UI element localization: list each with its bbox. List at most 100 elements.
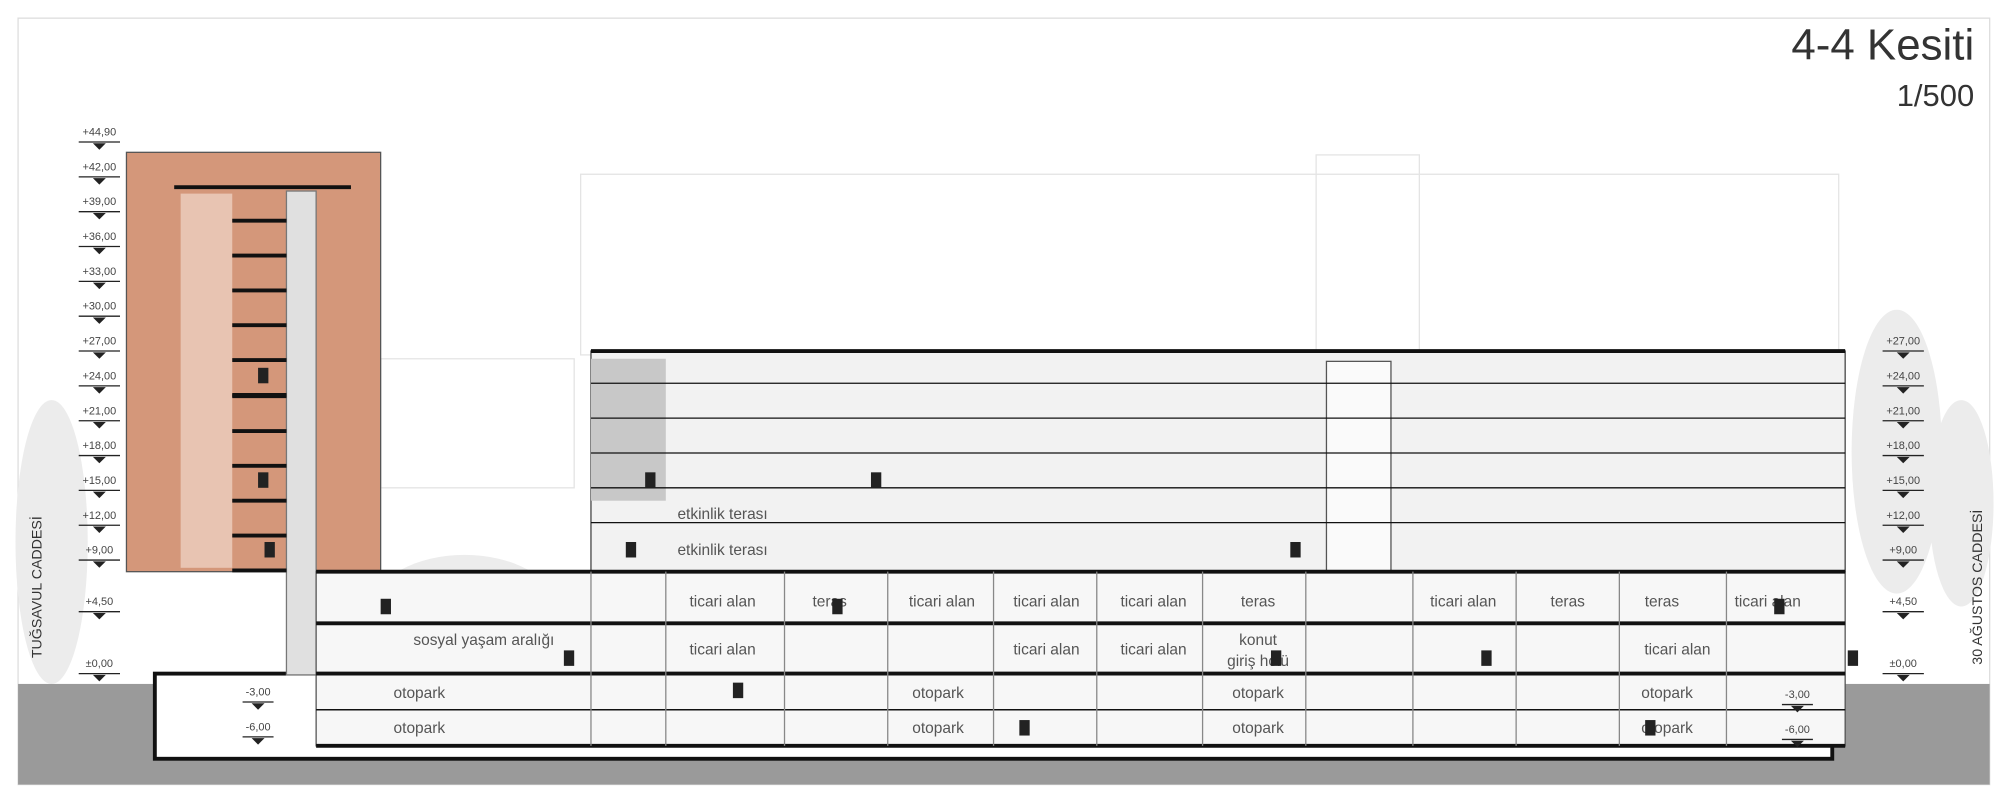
space-label: ticari alan	[1430, 594, 1496, 611]
level-mark	[92, 282, 106, 290]
level-mark	[1896, 422, 1910, 429]
level-label: +33,00	[82, 266, 116, 278]
level-label: ±0,00	[1890, 658, 1917, 670]
level-mark	[1896, 561, 1910, 568]
level-label: ±0,00	[86, 658, 113, 670]
space-label: konut	[1239, 632, 1278, 649]
person	[264, 542, 275, 558]
scale: 1/500	[1897, 78, 1974, 113]
level-label: +24,00	[1886, 370, 1920, 382]
level-label: +27,00	[82, 336, 116, 348]
person	[380, 598, 391, 615]
space-label: ticari alan	[1120, 641, 1186, 658]
space-label: ticari alan	[1735, 594, 1801, 611]
space-label: otopark	[1232, 685, 1284, 702]
level-mark	[1896, 352, 1910, 359]
level-label: -6,00	[246, 721, 271, 733]
space-label: otopark	[912, 685, 964, 702]
level-label: +18,00	[82, 440, 116, 452]
person	[1290, 542, 1301, 558]
level-mark	[1896, 491, 1910, 499]
person	[1481, 650, 1492, 666]
person	[1645, 720, 1656, 736]
level-mark	[92, 247, 106, 255]
level-label: -3,00	[1785, 689, 1810, 701]
level-label: +42,00	[82, 161, 116, 173]
space-label: otopark	[1232, 720, 1284, 737]
upper-block	[590, 350, 1846, 573]
level-label: +9,00	[85, 545, 113, 557]
space-label: otopark	[394, 720, 446, 737]
space-label: sosyal yaşam aralığı	[413, 632, 554, 649]
space-label: ticari alan	[909, 594, 975, 611]
street-left: TUĞSAVUL CADDESİ	[27, 516, 45, 658]
level-mark	[92, 212, 106, 220]
level-mark	[92, 422, 106, 429]
level-label: +4,50	[1889, 596, 1917, 608]
space-label: ticari alan	[689, 641, 755, 658]
drawing-layer: +44,90 +42,00 +39,00 +36,00 +33,00 +30,00 +27,…	[78, 127, 1924, 748]
level-label: -3,00	[246, 687, 271, 699]
level-label: +36,00	[82, 231, 116, 243]
level-mark	[92, 178, 106, 185]
level-label: +15,00	[82, 475, 116, 487]
person	[870, 472, 882, 488]
level-label: +12,00	[82, 510, 116, 522]
level-label: +21,00	[82, 405, 116, 417]
space-label: otopark	[1641, 685, 1693, 702]
core	[285, 190, 317, 676]
person	[625, 542, 637, 558]
level-mark	[251, 738, 265, 745]
level-mark	[92, 387, 106, 394]
level-mark	[251, 703, 265, 710]
title: 4-4 Kesiti	[1791, 20, 1974, 69]
person	[832, 598, 843, 615]
level-label: +21,00	[1886, 405, 1920, 417]
space-label: ticari alan	[1013, 594, 1079, 611]
podium	[315, 571, 1846, 747]
level-mark	[1790, 740, 1804, 748]
level-mark	[1896, 612, 1910, 620]
space-label: ticari alan	[1120, 594, 1186, 611]
person	[1019, 720, 1030, 736]
level-mark	[92, 526, 106, 533]
level-mark	[92, 561, 106, 568]
space-label: otopark	[394, 685, 446, 702]
level-mark	[92, 317, 106, 324]
person	[258, 367, 269, 384]
person	[1774, 598, 1785, 615]
person	[1270, 650, 1282, 666]
space-label: etkinlik terası	[677, 506, 767, 523]
person	[645, 472, 656, 488]
level-mark	[92, 456, 106, 464]
street-right: 30 AĞUSTOS CADDESİ	[1968, 510, 1986, 665]
level-mark	[92, 612, 106, 620]
person	[732, 682, 744, 699]
level-mark	[1896, 526, 1910, 533]
level-mark	[1896, 674, 1910, 682]
space-label: ticari alan	[1644, 641, 1710, 658]
level-label: +24,00	[82, 370, 116, 382]
level-mark	[1896, 387, 1910, 394]
level-label: +39,00	[82, 196, 116, 208]
level-label: +27,00	[1886, 336, 1920, 348]
person	[1847, 650, 1859, 666]
level-label: +15,00	[1886, 475, 1920, 487]
space-label: otopark	[912, 720, 964, 737]
stair	[180, 193, 233, 568]
space-label: teras	[1645, 594, 1680, 611]
level-label: +9,00	[1889, 545, 1917, 557]
person	[258, 472, 269, 488]
person	[563, 650, 575, 666]
level-mark	[92, 674, 106, 682]
space-label: teras	[1241, 594, 1276, 611]
level-label: +30,00	[82, 301, 116, 313]
level-mark	[92, 143, 106, 150]
level-mark	[1790, 705, 1804, 713]
space-label: etkinlik terası	[677, 542, 767, 559]
level-mark	[1896, 456, 1910, 464]
space-label: teras	[1551, 594, 1586, 611]
level-mark	[92, 491, 106, 499]
level-label: -6,00	[1785, 724, 1810, 736]
level-label: +18,00	[1886, 440, 1920, 452]
